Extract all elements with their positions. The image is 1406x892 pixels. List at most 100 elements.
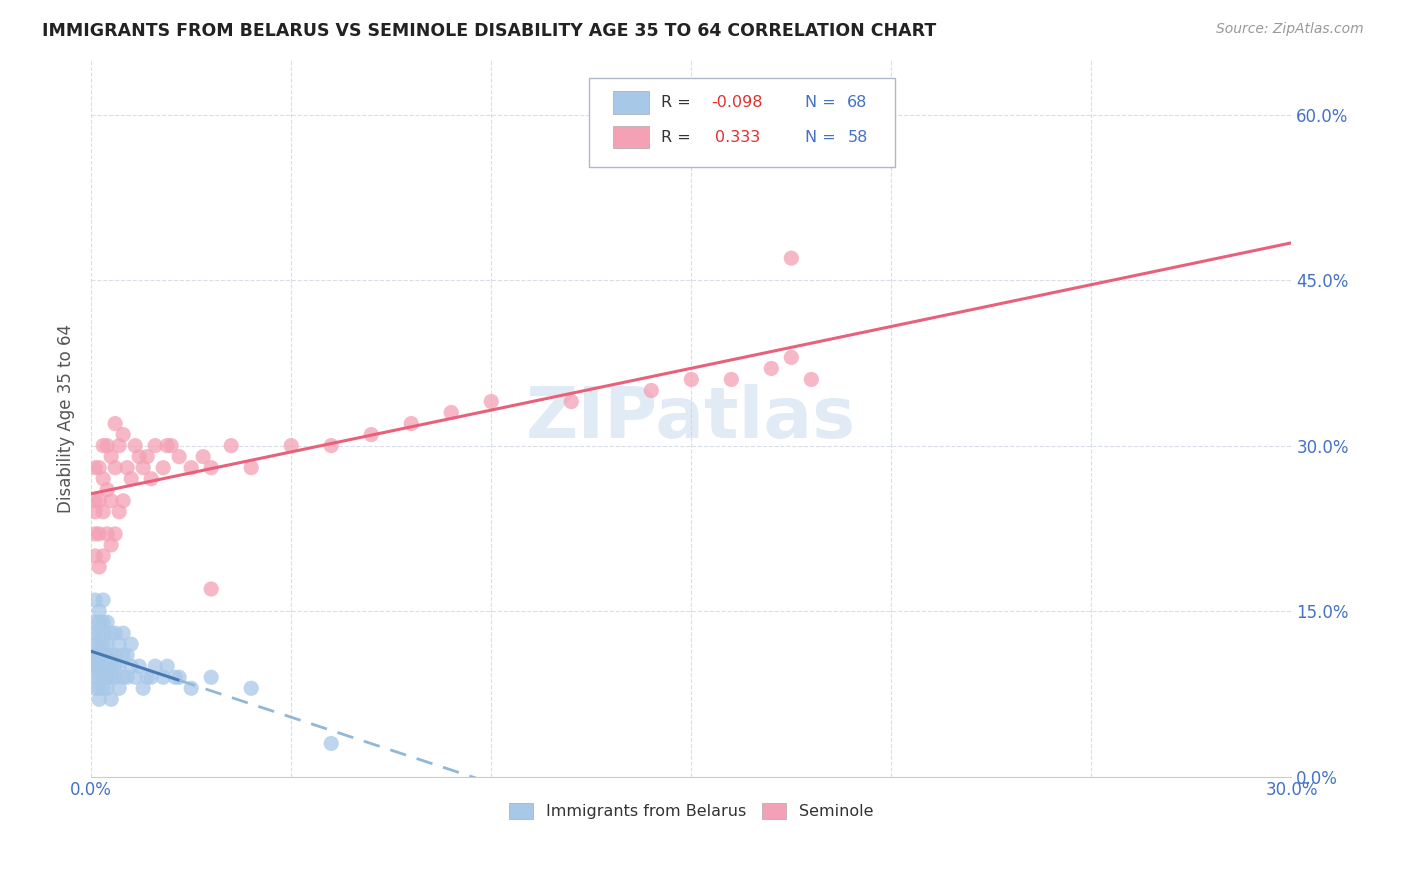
Point <box>321 439 343 453</box>
Point <box>219 439 242 453</box>
Point <box>91 670 114 684</box>
Point <box>96 483 118 497</box>
Point <box>89 637 111 651</box>
Point <box>115 460 138 475</box>
Legend: Immigrants from Belarus, Seminole: Immigrants from Belarus, Seminole <box>503 797 880 826</box>
Point <box>91 505 114 519</box>
Point <box>132 460 155 475</box>
Point <box>96 527 118 541</box>
Point <box>112 626 135 640</box>
Point <box>100 626 122 640</box>
Point <box>100 493 122 508</box>
Point <box>104 527 127 541</box>
Point <box>104 670 127 684</box>
Point <box>91 549 114 563</box>
Text: -0.098: -0.098 <box>711 95 763 110</box>
Text: IMMIGRANTS FROM BELARUS VS SEMINOLE DISABILITY AGE 35 TO 64 CORRELATION CHART: IMMIGRANTS FROM BELARUS VS SEMINOLE DISA… <box>42 22 936 40</box>
Point <box>108 637 131 651</box>
Point <box>84 527 107 541</box>
Point <box>104 659 127 673</box>
Point <box>91 648 114 663</box>
Point <box>89 659 111 673</box>
Point <box>89 615 111 629</box>
Point <box>152 670 174 684</box>
Point <box>399 417 422 431</box>
Point <box>479 394 502 409</box>
Text: R =: R = <box>661 129 696 145</box>
Point <box>91 439 114 453</box>
Point <box>720 372 742 386</box>
Point <box>124 670 146 684</box>
Point <box>84 659 107 673</box>
Text: N =: N = <box>806 95 841 110</box>
Point <box>84 493 107 508</box>
Point <box>100 692 122 706</box>
Point <box>115 670 138 684</box>
Point <box>96 659 118 673</box>
Text: 58: 58 <box>848 129 868 145</box>
Point <box>780 251 803 265</box>
Point <box>84 648 107 663</box>
Point <box>193 450 215 464</box>
Point <box>89 527 111 541</box>
Point <box>100 450 122 464</box>
Point <box>143 439 166 453</box>
Point <box>84 670 107 684</box>
Point <box>89 560 111 574</box>
Point <box>84 681 107 696</box>
Point <box>165 670 187 684</box>
Point <box>84 659 107 673</box>
Point <box>156 439 179 453</box>
Point <box>89 460 111 475</box>
Point <box>440 405 463 419</box>
Point <box>152 460 174 475</box>
Text: Source: ZipAtlas.com: Source: ZipAtlas.com <box>1216 22 1364 37</box>
Point <box>96 670 118 684</box>
Point <box>91 626 114 640</box>
Point <box>89 692 111 706</box>
Point <box>100 648 122 663</box>
Point <box>141 670 163 684</box>
Point <box>200 670 222 684</box>
Point <box>120 472 142 486</box>
Point <box>160 439 183 453</box>
Point <box>104 460 127 475</box>
Point <box>84 648 107 663</box>
Point <box>91 593 114 607</box>
Point <box>96 637 118 651</box>
Point <box>120 659 142 673</box>
Point <box>84 615 107 629</box>
Point <box>128 450 150 464</box>
Point <box>108 659 131 673</box>
Point <box>120 637 142 651</box>
Point <box>96 648 118 663</box>
Point <box>104 626 127 640</box>
Point <box>115 648 138 663</box>
Text: N =: N = <box>806 129 841 145</box>
Point <box>200 582 222 596</box>
Y-axis label: Disability Age 35 to 64: Disability Age 35 to 64 <box>58 324 75 513</box>
Point <box>112 648 135 663</box>
Text: 0.333: 0.333 <box>716 129 761 145</box>
Text: 68: 68 <box>848 95 868 110</box>
Point <box>104 417 127 431</box>
Text: ZIPatlas: ZIPatlas <box>526 384 856 452</box>
Point <box>136 450 159 464</box>
Point <box>84 505 107 519</box>
Point <box>91 681 114 696</box>
Point <box>108 439 131 453</box>
Point <box>640 384 662 398</box>
Point <box>800 372 823 386</box>
Point <box>360 427 382 442</box>
FancyBboxPatch shape <box>589 78 896 167</box>
Text: R =: R = <box>661 95 696 110</box>
Point <box>280 439 302 453</box>
Point <box>91 659 114 673</box>
Point <box>96 439 118 453</box>
Point <box>560 394 582 409</box>
Point <box>136 670 159 684</box>
Point <box>240 460 263 475</box>
Point <box>108 505 131 519</box>
Point <box>180 681 202 696</box>
Point <box>89 681 111 696</box>
